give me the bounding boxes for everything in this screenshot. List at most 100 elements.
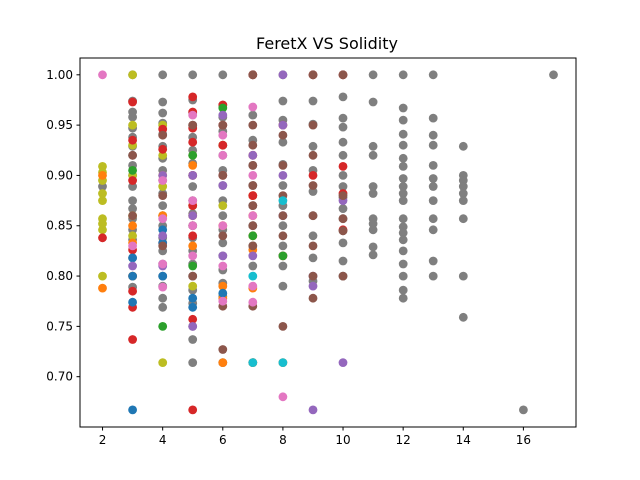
data-point (188, 92, 198, 102)
data-point (128, 241, 138, 251)
data-point (98, 233, 107, 243)
data-point (338, 113, 348, 123)
data-point (158, 271, 168, 281)
data-point (308, 231, 318, 241)
data-point (398, 129, 408, 139)
data-point (218, 171, 228, 180)
data-point (338, 137, 348, 147)
data-point (128, 231, 138, 241)
data-point (428, 113, 438, 123)
x-tick-label: 10 (335, 433, 350, 447)
data-point (248, 211, 258, 221)
y-tick-label: 0.70 (46, 370, 73, 384)
data-point (188, 314, 198, 324)
data-point (218, 110, 228, 120)
data-point (338, 271, 348, 281)
series-4 (128, 225, 228, 415)
data-point (549, 70, 558, 80)
data-point (368, 242, 378, 252)
data-point (519, 405, 528, 415)
data-point (338, 122, 348, 132)
data-point (278, 358, 288, 367)
data-point (248, 171, 258, 180)
data-point (128, 221, 138, 231)
data-point (338, 226, 348, 236)
data-point (338, 204, 348, 214)
data-point (188, 322, 198, 331)
series-9 (248, 196, 288, 367)
data-point (248, 191, 258, 201)
data-point (248, 181, 258, 190)
data-point (398, 271, 408, 281)
data-point (428, 214, 438, 224)
data-point (218, 281, 228, 291)
x-tick-label: 4 (159, 433, 167, 447)
data-point (158, 144, 168, 154)
data-point (398, 246, 408, 256)
data-point (338, 191, 348, 201)
data-point (218, 70, 228, 80)
data-point (218, 130, 228, 140)
data-point (458, 189, 468, 198)
data-point (308, 70, 318, 80)
data-point (308, 253, 318, 263)
data-point (158, 201, 168, 211)
data-point (248, 161, 258, 170)
data-point (158, 124, 168, 134)
data-point (218, 211, 228, 221)
data-point (368, 97, 378, 107)
data-point (158, 322, 168, 331)
points-layer (98, 70, 558, 415)
data-point (248, 150, 258, 160)
data-point (338, 162, 348, 171)
data-point (128, 204, 138, 214)
data-point (278, 241, 288, 251)
data-point (188, 302, 198, 312)
data-point (398, 228, 408, 238)
data-point (278, 251, 288, 261)
data-point (278, 221, 288, 231)
data-point (368, 141, 378, 151)
data-point (248, 271, 258, 281)
data-point (128, 70, 138, 80)
y-tick-label: 0.85 (46, 219, 73, 233)
data-point (158, 130, 168, 140)
data-point (368, 225, 378, 235)
data-point (218, 296, 228, 306)
y-axis: 0.70 0.75 0.80 0.85 0.90 0.95 1.00 (46, 68, 80, 384)
data-point (158, 282, 168, 292)
data-point (188, 221, 198, 231)
data-point (428, 130, 438, 140)
data-point (248, 241, 258, 251)
data-point (218, 120, 228, 130)
data-point (218, 358, 228, 367)
data-point (158, 231, 168, 241)
data-point (218, 140, 228, 150)
data-point (398, 182, 408, 191)
data-point (188, 358, 198, 367)
data-point (458, 271, 468, 281)
data-point (98, 171, 107, 180)
x-tick-label: 8 (279, 433, 287, 447)
x-tick-label: 16 (516, 433, 531, 447)
data-point (458, 312, 468, 322)
data-point (428, 271, 438, 281)
data-point (188, 293, 198, 303)
data-point (278, 261, 288, 271)
data-point (218, 231, 228, 241)
data-point (188, 241, 198, 251)
data-point (188, 182, 198, 191)
data-point (128, 97, 138, 107)
y-tick-label: 0.80 (46, 269, 73, 283)
data-point (128, 112, 138, 122)
data-point (398, 214, 408, 224)
data-point (98, 219, 107, 229)
data-point (308, 293, 318, 303)
data-point (98, 189, 107, 198)
data-point (128, 297, 138, 307)
data-point (278, 171, 288, 180)
data-point (278, 130, 288, 140)
data-point (128, 405, 138, 415)
